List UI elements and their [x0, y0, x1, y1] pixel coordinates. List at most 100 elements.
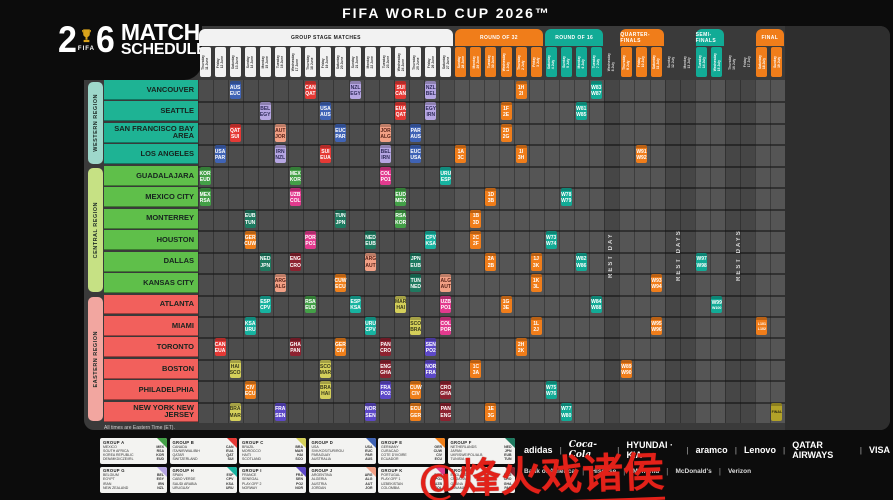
team-code: CIV — [245, 385, 255, 392]
match-cell: 2D 2G — [500, 123, 512, 142]
group-card-team: SENEGAL SEN — [242, 477, 303, 482]
team-code: CPV — [425, 234, 436, 241]
group-card-team: CURACAO CUW — [381, 448, 442, 453]
team-code: 2A — [487, 256, 495, 263]
team-code: 1I — [518, 149, 524, 156]
team-code: SUI — [321, 149, 330, 156]
date-pill-label: Saturday 27 June — [441, 54, 450, 70]
date-pill: Sunday 12 July — [666, 47, 677, 77]
kickoff-strip — [395, 295, 407, 299]
team-code: ENG — [289, 256, 301, 263]
group-card-title: GROUP I — [242, 468, 262, 473]
team-code: TUN — [335, 213, 346, 220]
group-card-team: DEN/MKD/CZE/IRL EUD — [103, 457, 164, 462]
match-cell: 1E 3G — [485, 402, 497, 421]
row-separator — [198, 208, 785, 211]
kickoff-strip — [410, 402, 422, 406]
match-cell: JPN EUB — [410, 252, 422, 271]
team-code: MEX — [289, 170, 301, 177]
team-code: EGY — [259, 112, 271, 119]
team-code: JOR — [275, 133, 286, 140]
team-code: USA — [320, 106, 331, 113]
match-cell: W95 W96 — [651, 316, 663, 335]
match-cell: URU CPV — [365, 316, 377, 335]
team-code: KSA — [244, 320, 256, 327]
sponsor-divider: | — [859, 445, 862, 455]
match-schedule-line1: MATCH — [120, 19, 200, 46]
column-separator — [468, 80, 470, 423]
team-code: W94 — [651, 284, 662, 291]
date-pill: Wednesday 8 July — [606, 47, 617, 77]
sponsor-strip: adidas | Coca-Cola | HYUNDAI · KIA | aramco | Le… — [524, 440, 890, 476]
match-cell: 1A 3C — [455, 145, 467, 164]
team-code: HAI — [321, 391, 330, 398]
match-cell: TUN JPN — [334, 209, 346, 228]
match-cell: GHA PAN — [290, 338, 301, 357]
date-pill: Tuesday 30 June — [485, 47, 497, 77]
match-cell: NZL BEL — [425, 81, 437, 99]
kickoff-strip — [485, 402, 497, 406]
date-pill-label: Tuesday 23 June — [381, 55, 390, 69]
team-code: RSA — [395, 213, 406, 220]
kickoff-strip — [380, 359, 392, 363]
team-code: ALG — [274, 284, 286, 291]
match-cell: SCO MAR — [320, 359, 331, 378]
team-code: CPV — [260, 305, 271, 312]
group-card-title: GROUP L — [450, 468, 472, 473]
match-cell: MEX KOR — [289, 166, 301, 185]
team-code: 1K — [532, 277, 540, 284]
region-tab-eastern: EASTERN REGION — [88, 296, 103, 422]
match-cell: 1H 2I — [515, 81, 527, 99]
group-card-team: PLAY-OFF 1 PO1 — [381, 477, 442, 482]
kickoff-strip — [530, 274, 542, 278]
date-pill-label: Monday 6 July — [577, 55, 586, 69]
kickoff-strip — [229, 359, 241, 363]
date-pill-label: Thursday 2 July — [516, 54, 526, 70]
rest-days-label: REST DAY — [607, 232, 614, 278]
match-cell: ESP CPV — [259, 295, 271, 314]
team-code: MEX — [395, 198, 407, 205]
team-code: ARG — [274, 277, 286, 284]
kickoff-strip — [500, 123, 512, 127]
match-cell: ECU GER — [410, 402, 422, 421]
team-code: USA — [410, 155, 421, 162]
team-code: PAN — [440, 406, 451, 413]
date-pill: Monday 22 June — [365, 47, 377, 77]
kickoff-strip — [380, 338, 392, 342]
kickoff-strip — [289, 188, 301, 192]
team-code: PAR — [410, 127, 421, 134]
kickoff-strip — [500, 102, 512, 106]
team-code: 3G — [487, 412, 495, 419]
column-separator — [694, 80, 696, 423]
match-cell: 1B 3D — [470, 209, 482, 228]
date-pill-label: Sunday 12 July — [667, 56, 676, 68]
team-code: NED — [365, 234, 376, 241]
match-cell: KOR EUD — [199, 166, 211, 185]
kickoff-strip — [575, 252, 587, 256]
group-card-title: GROUP D — [311, 439, 334, 445]
team-code: 3C — [457, 155, 465, 162]
column-separator — [273, 80, 275, 423]
team-code: QAT — [230, 127, 241, 134]
match-cell: ALG AUT — [440, 274, 452, 292]
date-pill: Friday 10 July — [635, 47, 647, 77]
city-row-philadelphia: PHILADELPHIA — [104, 380, 198, 401]
date-pill-label: Tuesday 7 July — [592, 55, 601, 69]
match-cell: COL PO1 — [380, 166, 392, 185]
team-code: ESP — [440, 176, 451, 183]
team-code: EUA — [395, 106, 406, 113]
date-pill: Monday 13 July — [681, 47, 692, 77]
match-cell: EUB TUN — [244, 209, 256, 228]
match-cell: W75 W76 — [545, 381, 557, 400]
team-code: CRO — [289, 262, 301, 269]
row-separator — [198, 165, 785, 168]
kickoff-strip — [259, 252, 271, 256]
date-pill: Monday 6 July — [575, 47, 587, 77]
date-pill-label: Monday 22 June — [366, 55, 375, 69]
column-separator — [619, 80, 621, 423]
match-schedule-wordmark: MATCH SCHEDULE — [120, 19, 207, 58]
match-cell: PAN ENG — [440, 402, 452, 421]
group-card-team: UKR/SWE/POL/ALB EUB — [450, 453, 512, 458]
date-pill-label: Wednesday 24 June — [396, 52, 405, 72]
team-code: PAN — [380, 342, 391, 349]
